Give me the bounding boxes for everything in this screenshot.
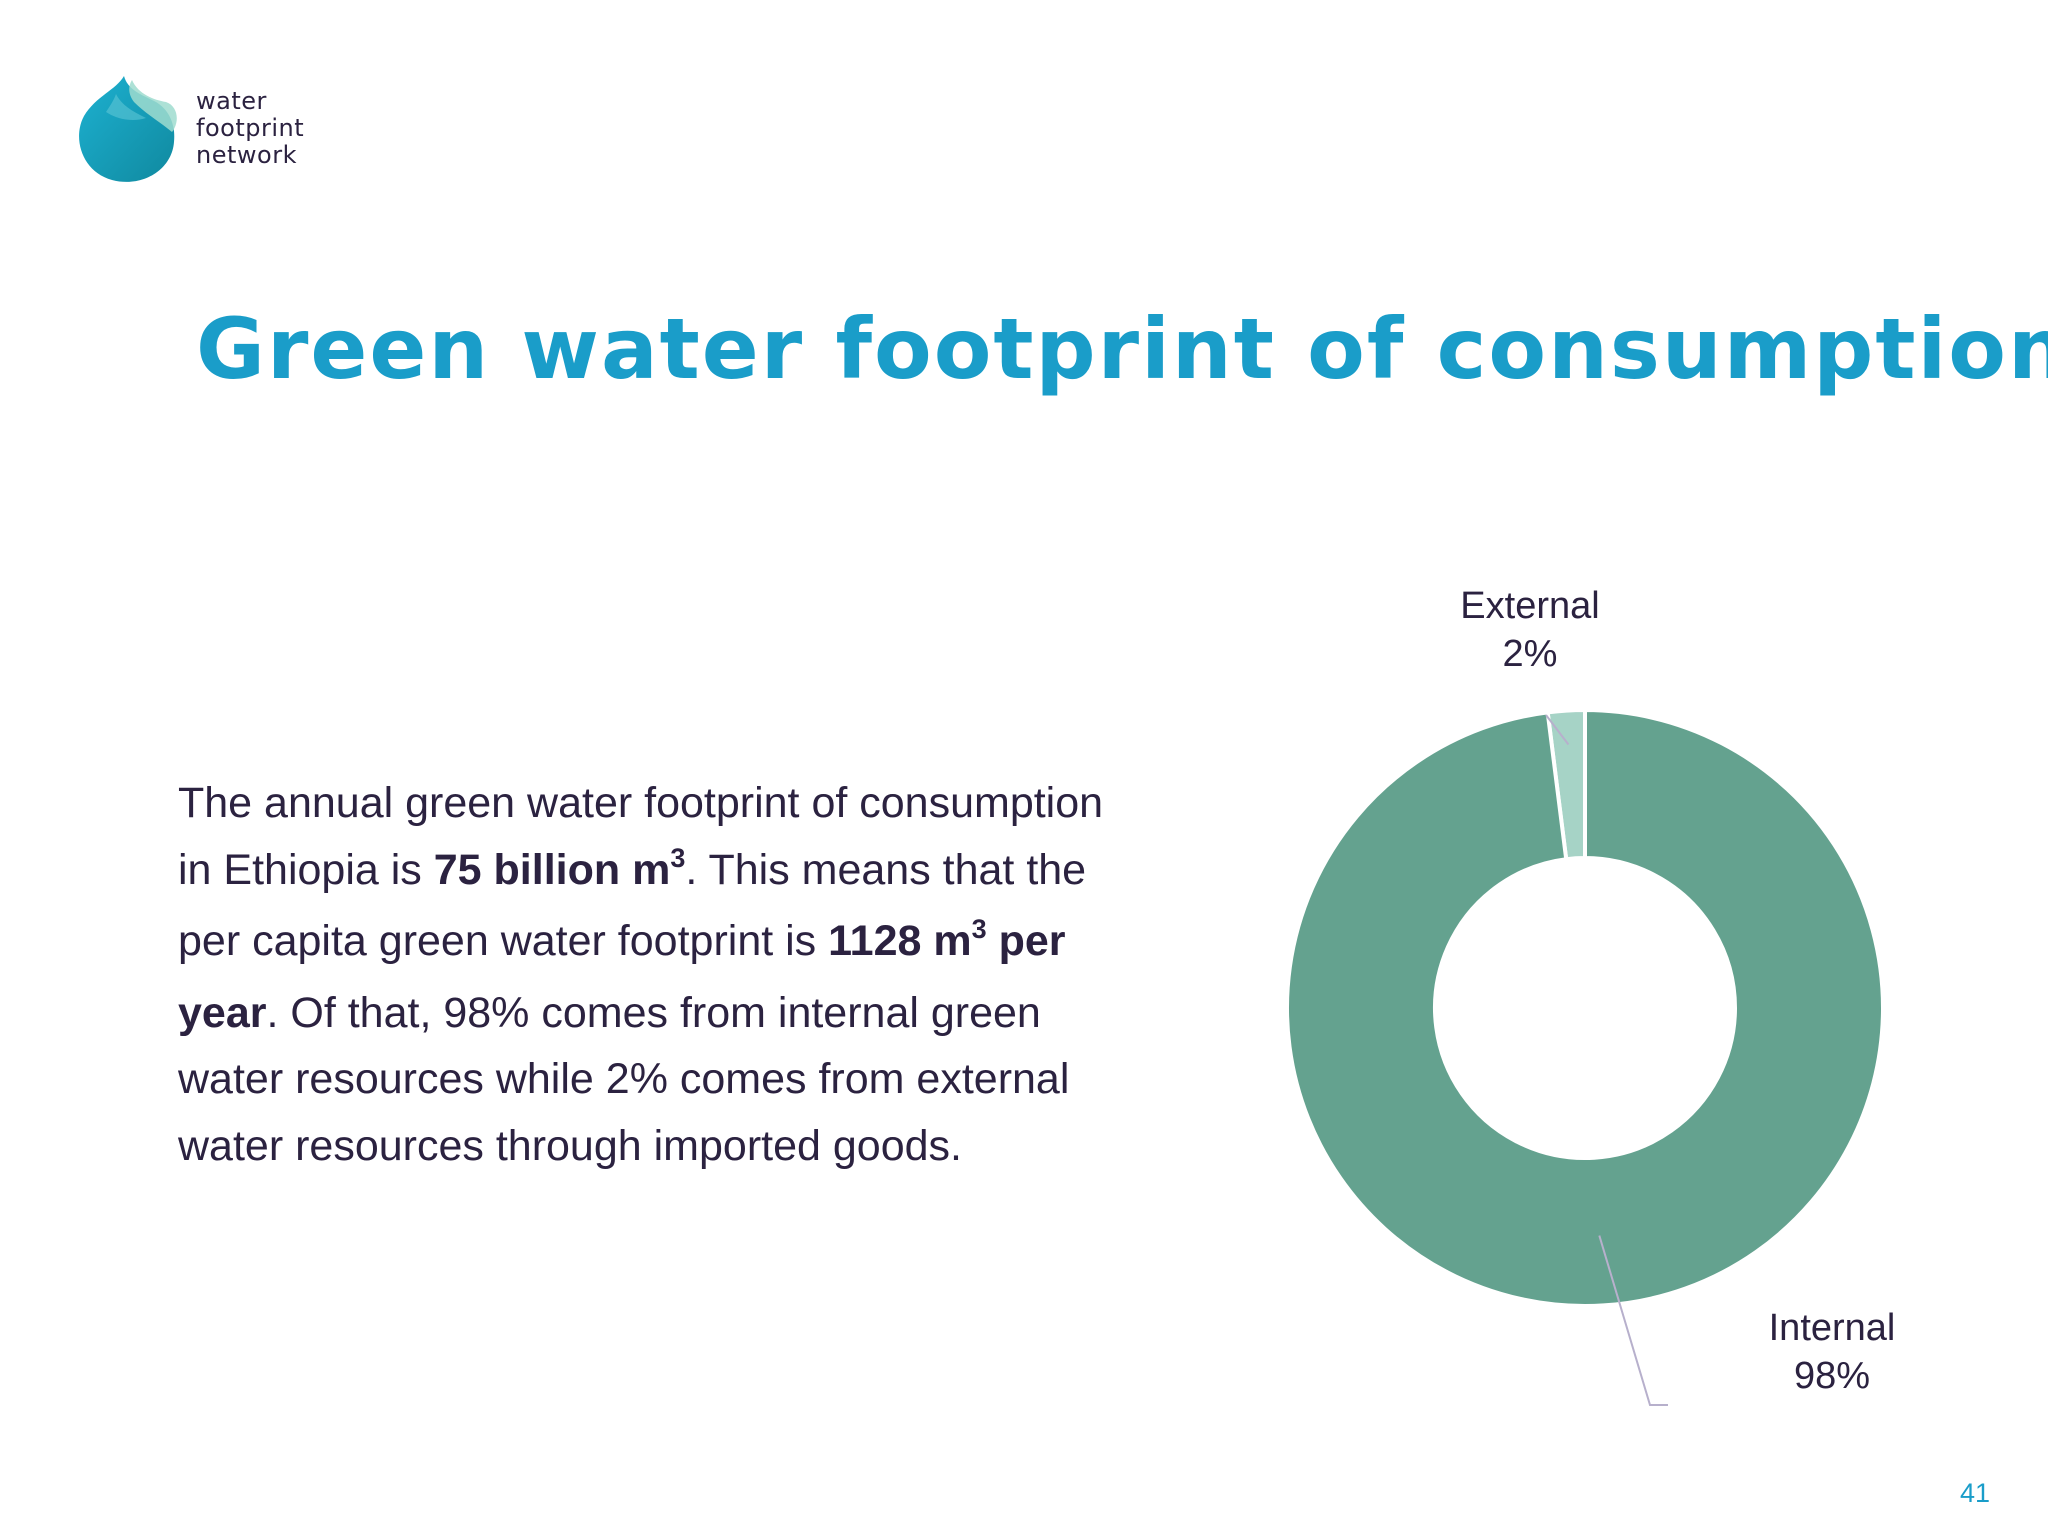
body-bold-per-capita-value: 1128 m — [828, 917, 972, 965]
water-footprint-network-logo: water footprint network — [76, 72, 336, 184]
page-number: 41 — [1960, 1478, 1991, 1508]
logo-wordmark: water footprint network — [196, 88, 304, 169]
logo-line-1: water — [196, 87, 267, 115]
water-drop-icon — [79, 76, 177, 182]
leader-line-external — [1545, 714, 1570, 746]
superscript-3: 3 — [670, 842, 686, 873]
slice-label-external: External — [1460, 585, 1599, 627]
slide-title: Green water footprint of consumption — [196, 300, 2048, 398]
body-text-3: . Of that, 98% comes from internal green… — [178, 988, 1070, 1170]
leader-line-internal — [1598, 1235, 1668, 1406]
body-bold-per-capita: 1128 m3 per year — [178, 914, 1066, 1037]
donut-chart-svg: External 2% Internal 98% — [1285, 585, 1896, 1406]
logo-line-3: network — [196, 141, 297, 169]
body-bold-total-value: 75 billion m — [433, 845, 671, 894]
slice-label-internal: Internal — [1769, 1307, 1896, 1349]
body-text-1: The annual green water footprint of cons… — [178, 779, 1104, 894]
donut-slice-internal — [1285, 707, 1885, 1308]
body-text-2: . This means that the per capita green w… — [178, 845, 1087, 966]
slice-value-internal: 98% — [1794, 1355, 1870, 1397]
slice-value-external: 2% — [1503, 633, 1558, 675]
superscript-3: 3 — [971, 914, 987, 944]
body-bold-per-year: per year — [178, 917, 1066, 1037]
logo-line-2: footprint — [196, 114, 305, 142]
donut-chart: External 2% Internal 98% — [1220, 560, 2000, 1420]
body-bold-total: 75 billion m3 — [433, 842, 686, 894]
body-paragraph: The annual green water footprint of cons… — [178, 770, 1138, 1179]
